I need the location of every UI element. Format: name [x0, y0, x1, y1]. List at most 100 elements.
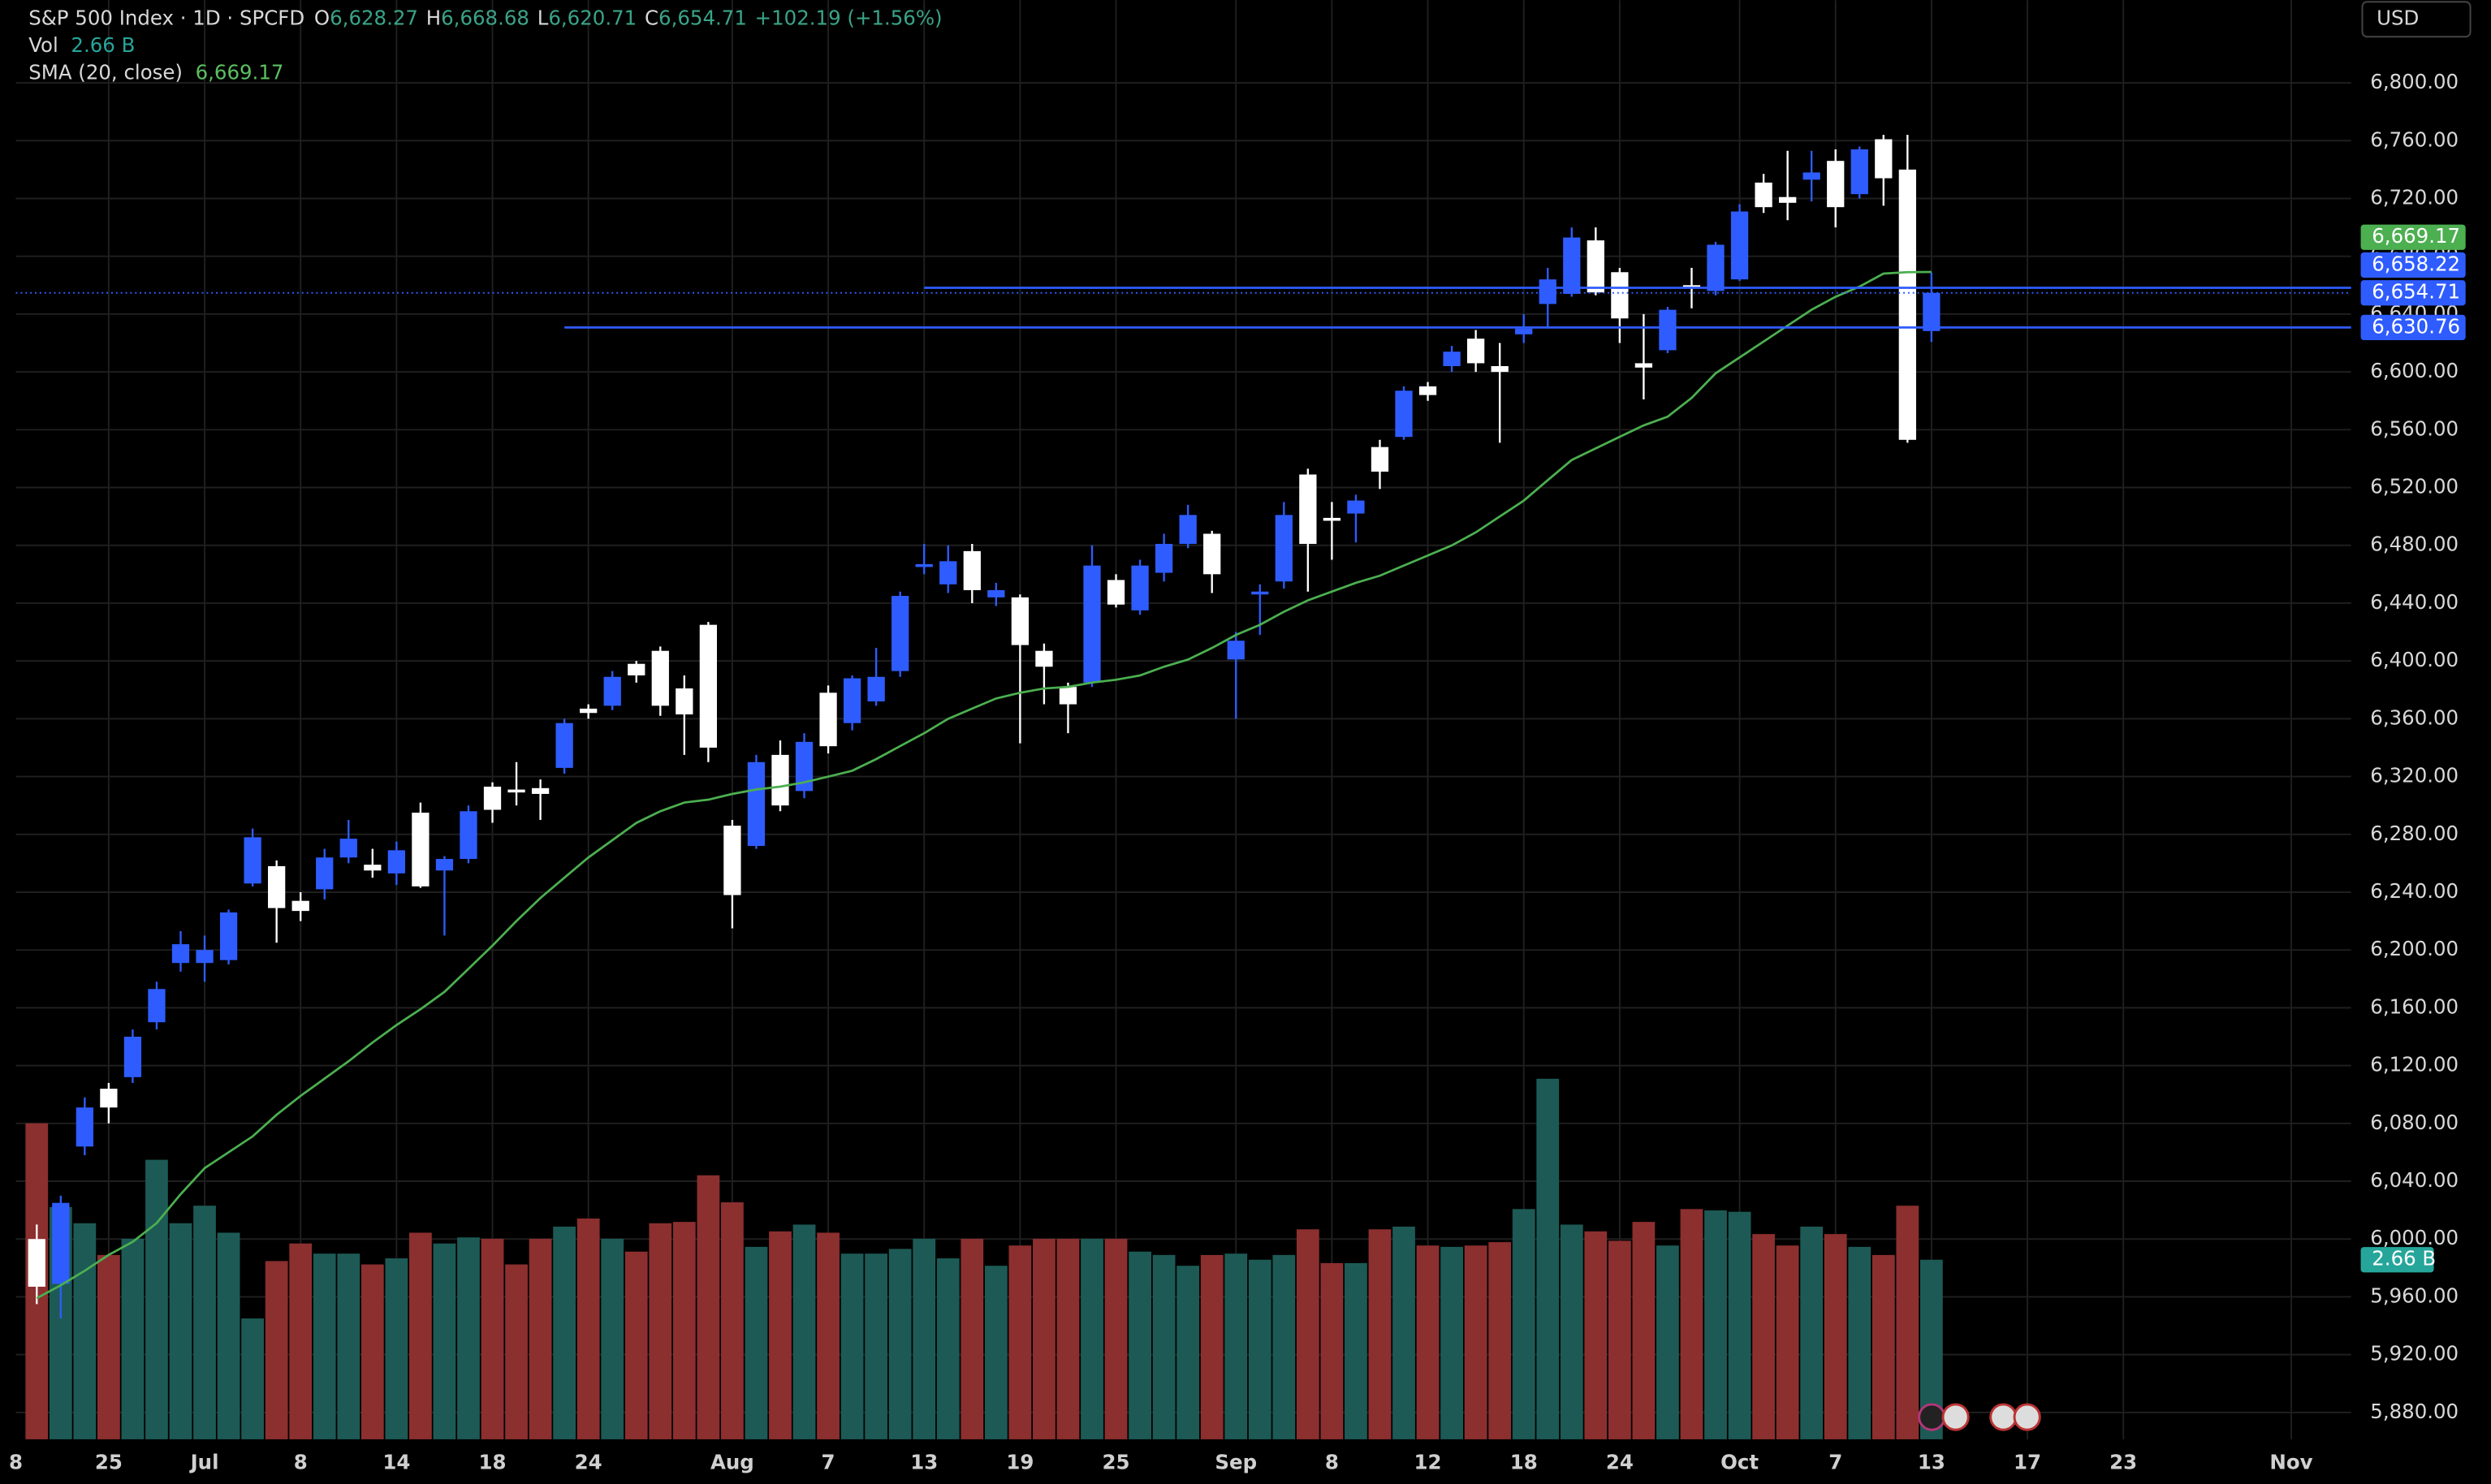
- candle-body: [628, 663, 645, 675]
- y-tick-label: 6,080.00: [2370, 1111, 2459, 1134]
- candle-body: [1395, 390, 1413, 438]
- candle-body: [1491, 365, 1509, 373]
- price-badge: [2360, 252, 2466, 278]
- candle-body: [1563, 237, 1581, 294]
- volume-bar: [1848, 1246, 1871, 1439]
- y-tick-label: 5,960.00: [2370, 1283, 2459, 1307]
- price-badge: [2360, 314, 2466, 341]
- volume-bar: [337, 1253, 360, 1439]
- x-tick-label: 8: [294, 1450, 308, 1473]
- volume-bar: [913, 1238, 936, 1439]
- candle-body: [460, 811, 477, 860]
- volume-bar: [1152, 1254, 1176, 1439]
- candle-body: [580, 708, 598, 714]
- candle-body: [148, 989, 166, 1023]
- change: +102.19 (+1.56%): [755, 6, 943, 30]
- volume-bar: [624, 1251, 648, 1439]
- candle-body: [1275, 515, 1293, 582]
- x-tick-label: Nov: [2269, 1450, 2312, 1473]
- volume-bar: [289, 1243, 313, 1439]
- candle-body: [555, 723, 573, 768]
- ohlc-value: 6,620.71: [548, 6, 637, 30]
- legend-main: S&P 500 Index · 1D · SPCFD O6,628.27 H6,66…: [28, 6, 942, 30]
- ohlc-value: 6,628.27: [330, 6, 418, 30]
- candle-body: [1682, 285, 1701, 288]
- candle-body: [1587, 240, 1604, 293]
- candle-body: [1659, 309, 1677, 351]
- currency-button[interactable]: [2361, 1, 2472, 38]
- volume-bar: [888, 1249, 912, 1439]
- x-tick-label: Jul: [189, 1450, 219, 1473]
- volume-bar: [792, 1224, 816, 1439]
- candle-body: [867, 676, 885, 701]
- volume-bar: [1392, 1226, 1415, 1439]
- x-tick-label: Oct: [1720, 1450, 1759, 1473]
- candle-body: [1755, 182, 1772, 208]
- event-icon[interactable]: [1989, 1403, 2018, 1431]
- event-icon[interactable]: [2013, 1403, 2041, 1431]
- axes: 5,880.00 5,920.00 5,960.00 6,000.00 6,040.00…: [0, 38, 2491, 1484]
- volume-bar: [672, 1222, 696, 1439]
- candle-body: [1323, 517, 1341, 521]
- volume-bar: [1584, 1231, 1608, 1439]
- price-badge-label: 6,669.17: [2372, 224, 2460, 248]
- volume-bar: [936, 1258, 960, 1439]
- candle-body: [1802, 172, 1820, 180]
- volume-badge: [2360, 1247, 2434, 1273]
- x-tick-label: Aug: [710, 1450, 754, 1473]
- candle-body: [1299, 474, 1317, 544]
- volume-bar: [1320, 1262, 1344, 1439]
- candle-body: [76, 1107, 93, 1147]
- price-badge-label: 6,630.76: [2372, 314, 2460, 338]
- candle-body: [291, 900, 309, 912]
- volume-bar: [313, 1253, 336, 1439]
- volume-bar: [505, 1264, 528, 1439]
- y-tick-label: 6,400.00: [2370, 648, 2459, 671]
- candle-body: [196, 950, 214, 964]
- price-badge: [2360, 224, 2466, 250]
- x-tick-label: 25: [95, 1450, 123, 1473]
- x-tick-label: 12: [1414, 1450, 1442, 1473]
- volume-bar: [360, 1264, 384, 1439]
- volume-bar: [553, 1226, 576, 1439]
- candle-body: [1466, 339, 1485, 364]
- y-tick-label: 6,160.00: [2370, 994, 2459, 1018]
- candle-body: [1179, 515, 1197, 544]
- candle-body: [843, 678, 861, 723]
- volume-bar: [1752, 1234, 1775, 1439]
- ohlc-value: 6,654.71: [658, 6, 747, 30]
- candle-body: [1539, 279, 1556, 304]
- volume-bar: [1368, 1229, 1392, 1439]
- x-tick-label: 7: [822, 1450, 835, 1473]
- ohlc-key: H: [426, 6, 441, 30]
- candle-body: [100, 1089, 118, 1108]
- price-badge-label: 6,654.71: [2372, 280, 2460, 304]
- price-pane: [15, 135, 2351, 1319]
- x-tick-label: 13: [910, 1450, 938, 1473]
- volume-bar: [601, 1238, 624, 1439]
- x-tick-label: 19: [1006, 1450, 1034, 1473]
- candle-body: [723, 826, 741, 895]
- ohlc-key: C: [645, 6, 658, 30]
- candle-body: [52, 1202, 70, 1284]
- candle-body: [1707, 244, 1725, 291]
- candle-body: [603, 676, 621, 706]
- candle-body: [1418, 386, 1437, 395]
- y-tick-label: 6,320.00: [2370, 764, 2459, 787]
- event-icon[interactable]: [1918, 1403, 1946, 1431]
- volume-bar: [1824, 1234, 1847, 1439]
- sma-value: 6,669.17: [196, 60, 284, 84]
- y-tick-label: 6,240.00: [2370, 879, 2459, 903]
- volume-bar: [1464, 1245, 1487, 1439]
- candle-body: [651, 650, 669, 706]
- y-tick-label: 6,280.00: [2370, 822, 2459, 845]
- candle-body: [939, 561, 957, 585]
- y-tick-label: 6,360.00: [2370, 705, 2459, 729]
- volume-bar: [1033, 1238, 1056, 1439]
- candle-body: [1371, 446, 1389, 472]
- event-icon[interactable]: [1941, 1403, 1970, 1431]
- candle-body: [1875, 139, 1893, 179]
- x-tick-label: 24: [1606, 1450, 1634, 1473]
- volume-bar: [409, 1232, 432, 1439]
- volume-bar: [529, 1238, 552, 1439]
